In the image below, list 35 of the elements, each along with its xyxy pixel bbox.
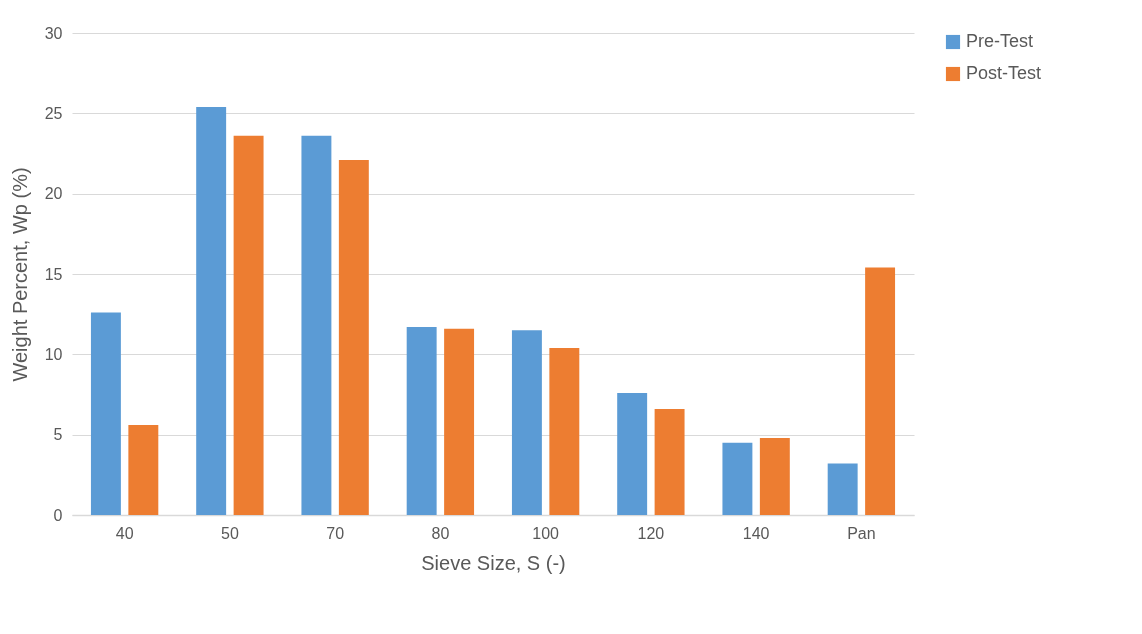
bar <box>654 408 685 515</box>
x-tick-label: 100 <box>532 524 560 542</box>
bar <box>759 437 790 515</box>
bar <box>617 392 648 515</box>
x-tick-label: 140 <box>742 524 770 542</box>
bar <box>301 135 332 515</box>
y-tick-label: 30 <box>44 24 63 42</box>
x-tick-label: 120 <box>637 524 665 542</box>
y-tick-label: 0 <box>53 506 63 524</box>
legend-label: Pre-Test <box>966 31 1034 51</box>
bar <box>90 312 121 515</box>
bar <box>549 347 580 515</box>
y-tick-label: 20 <box>44 185 63 203</box>
y-tick-label: 25 <box>44 104 63 122</box>
bar <box>865 267 896 515</box>
bar <box>511 330 542 515</box>
bar <box>444 328 475 515</box>
y-tick-label: 5 <box>53 426 63 444</box>
bar <box>196 106 227 515</box>
bar <box>827 463 858 515</box>
bar <box>233 135 264 515</box>
y-tick-label: 15 <box>44 265 63 283</box>
bar <box>128 425 159 515</box>
x-tick-label: 50 <box>220 524 239 542</box>
x-tick-label: 70 <box>326 524 345 542</box>
x-axis-title: Sieve Size, S (-) <box>421 551 566 574</box>
bar <box>406 327 437 515</box>
x-tick-label: 40 <box>115 524 134 542</box>
legend-label: Post-Test <box>966 63 1042 83</box>
bar <box>338 159 369 515</box>
x-tick-label: 80 <box>431 524 450 542</box>
x-tick-label: Pan <box>847 524 876 542</box>
y-axis-title: Weight Percent, Wp (%) <box>8 167 31 382</box>
y-tick-label: 10 <box>44 345 63 363</box>
bar <box>722 442 753 515</box>
